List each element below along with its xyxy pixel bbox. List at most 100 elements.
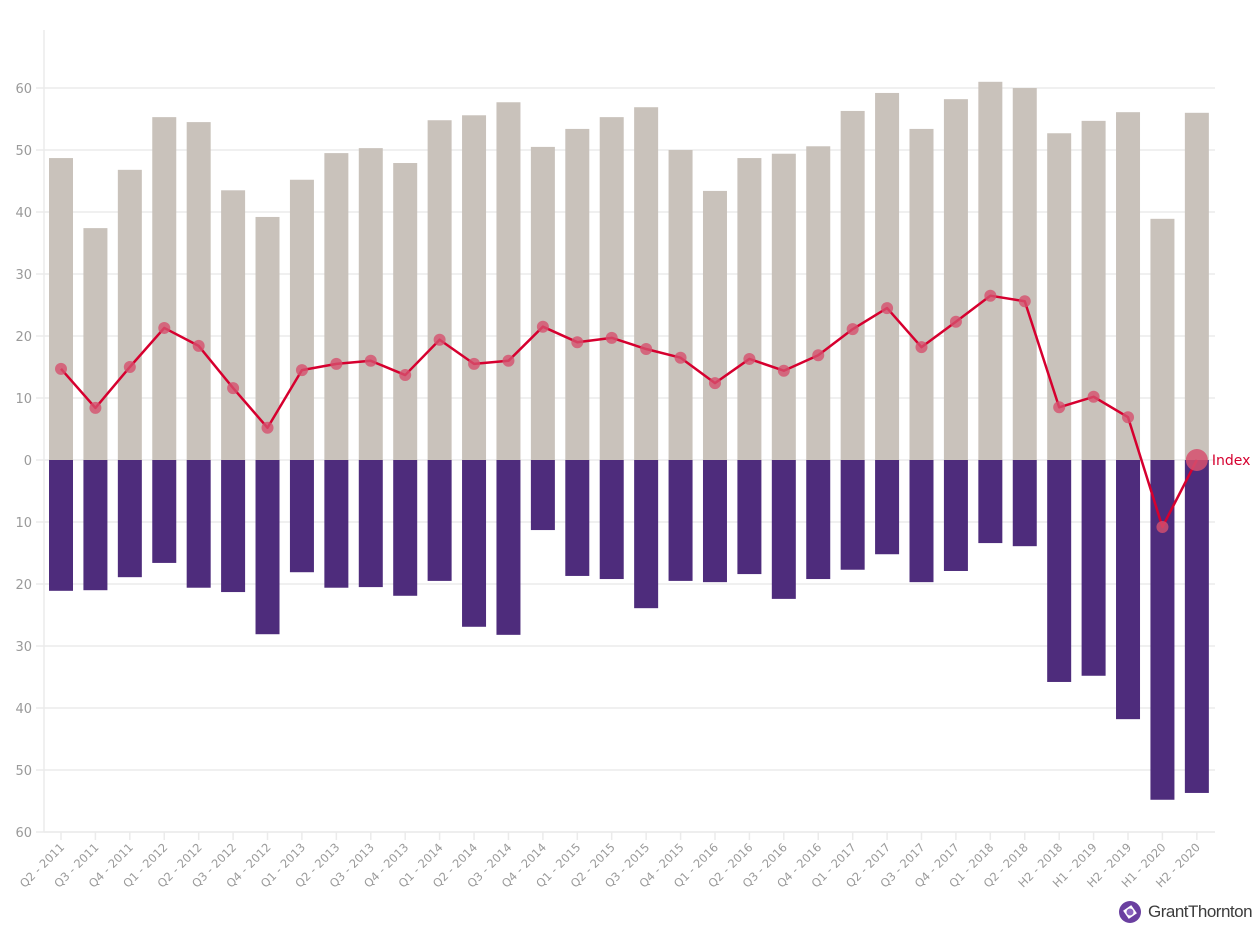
negative-bar xyxy=(358,460,383,588)
negative-bar xyxy=(978,460,1003,544)
index-point xyxy=(1087,390,1100,403)
positive-bar xyxy=(737,158,762,460)
y-tick-label: 60 xyxy=(15,826,32,841)
negative-bar xyxy=(152,460,177,563)
negative-bar xyxy=(83,460,108,591)
positive-bar xyxy=(221,190,246,461)
negative-bar xyxy=(840,460,865,570)
index-point xyxy=(605,331,618,344)
positive-bar xyxy=(1116,112,1141,461)
index-point xyxy=(674,351,687,364)
index-point xyxy=(536,320,549,333)
positive-bar xyxy=(186,122,211,460)
y-tick-label: 10 xyxy=(15,516,32,531)
index-point xyxy=(192,339,205,352)
index-point xyxy=(571,336,584,349)
negative-bar xyxy=(462,460,487,627)
negative-bar xyxy=(1150,460,1175,800)
positive-bar xyxy=(875,92,900,461)
positive-bar xyxy=(393,163,418,460)
positive-bar xyxy=(909,128,934,461)
y-tick-label: 20 xyxy=(15,578,32,593)
y-tick-label: 10 xyxy=(15,392,32,407)
negative-bar xyxy=(221,460,246,593)
negative-bar xyxy=(496,460,521,635)
index-point xyxy=(1185,449,1208,471)
index-point xyxy=(261,421,274,434)
negative-bar xyxy=(1047,460,1072,682)
y-tick-label: 50 xyxy=(15,764,32,779)
index-point xyxy=(708,377,721,390)
positive-bar xyxy=(83,228,108,460)
negative-bar xyxy=(117,460,142,578)
positive-bar xyxy=(49,158,73,460)
negative-bar xyxy=(737,460,762,575)
y-tick-label: 60 xyxy=(15,82,32,97)
y-tick-label: 40 xyxy=(15,206,32,221)
negative-bar xyxy=(427,460,452,581)
index-point xyxy=(640,343,653,356)
index-line: Index xyxy=(55,289,1250,533)
index-point xyxy=(1018,295,1031,308)
positive-bar xyxy=(289,179,314,460)
positive-bar xyxy=(668,150,693,460)
grant-thornton-logo: GrantThornton xyxy=(1118,900,1253,924)
positive-bar xyxy=(152,117,177,460)
negative-bar xyxy=(1116,460,1141,720)
index-point xyxy=(1122,411,1135,424)
y-tick-label: 50 xyxy=(15,144,32,159)
index-point xyxy=(330,357,343,370)
index-point xyxy=(399,369,412,382)
positive-bar xyxy=(496,102,521,460)
negative-bar xyxy=(393,460,418,596)
index-point xyxy=(1053,401,1066,414)
positive-bar xyxy=(1012,88,1037,460)
index-point xyxy=(502,354,515,367)
index-point xyxy=(89,401,102,414)
negative-bar xyxy=(565,460,590,576)
y-tick-label: 40 xyxy=(15,702,32,717)
negative-bar xyxy=(49,460,73,591)
index-point xyxy=(777,364,790,377)
index-point xyxy=(123,361,136,373)
negative-bar xyxy=(289,460,314,573)
index-point xyxy=(949,315,962,328)
negative-bar xyxy=(1184,460,1209,793)
y-tick-label: 30 xyxy=(15,640,32,655)
negative-bar xyxy=(806,460,831,580)
index-point xyxy=(295,364,308,377)
index-line-path xyxy=(60,294,1198,529)
positive-bar xyxy=(358,148,383,460)
negative-bar xyxy=(186,460,211,588)
index-point xyxy=(1156,520,1169,533)
index-point xyxy=(158,321,171,334)
negative-bar xyxy=(875,460,900,555)
positive-bar xyxy=(599,117,624,460)
positive-bar xyxy=(1184,112,1209,461)
y-tick-label: 20 xyxy=(15,330,32,345)
y-axis: 60 50 40 30 20 10 0 10 20 30 40 50 60 xyxy=(15,30,45,841)
index-point xyxy=(433,333,446,346)
negative-bar xyxy=(255,460,280,635)
index-point xyxy=(881,302,894,315)
negative-bar xyxy=(909,460,934,583)
index-point xyxy=(55,362,67,375)
index-point xyxy=(227,382,240,395)
negative-bar xyxy=(943,460,968,571)
positive-bar xyxy=(324,153,349,460)
positive-bar xyxy=(117,169,142,460)
negative-bar xyxy=(1012,460,1037,547)
positive-bar xyxy=(1150,218,1175,460)
y-tick-label: 0 xyxy=(24,454,32,469)
index-point xyxy=(812,349,825,362)
index-point xyxy=(984,289,997,302)
positive-bar xyxy=(634,107,659,460)
negative-bar xyxy=(771,460,796,599)
positive-bar xyxy=(943,99,968,460)
positive-bar xyxy=(427,120,452,461)
positive-bar xyxy=(1081,120,1106,461)
logo-text: GrantThornton xyxy=(1148,902,1253,921)
positive-bar xyxy=(702,190,727,461)
